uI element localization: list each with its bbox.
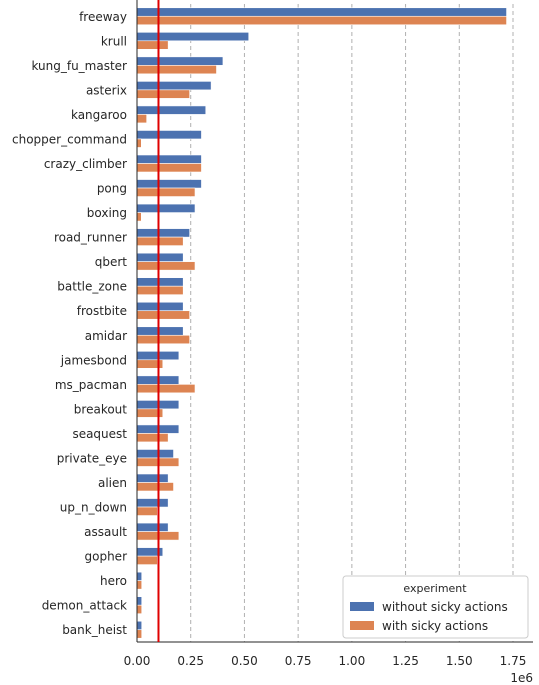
bar-qbert-series-1	[136, 261, 196, 271]
y-tick-label: pong	[97, 182, 127, 196]
y-tick-label: demon_attack	[42, 599, 127, 613]
bar-bank_heist-series-1	[136, 629, 143, 639]
bar-amidar-series-1	[136, 334, 190, 345]
legend-label-series-1: with sicky actions	[382, 619, 488, 633]
bar-seaquest-series-1	[136, 433, 169, 443]
bar-boxing-series-0	[136, 203, 196, 213]
y-tick-label: seaquest	[72, 427, 127, 441]
y-tick-label: ms_pacman	[55, 378, 127, 392]
bar-pong-series-0	[136, 179, 202, 189]
bar-freeway-series-0	[136, 7, 507, 17]
x-tick-labels: 0.00 0.25 0.50 0.75 1.00 1.25 1.50 1.75	[124, 654, 527, 668]
y-tick-label: assault	[84, 525, 127, 539]
bar-krull-series-1	[136, 40, 169, 50]
bar-road_runner-series-1	[136, 236, 184, 246]
legend-swatch-series-1	[350, 621, 374, 630]
x-tick-label: 1.25	[392, 654, 419, 668]
y-tick-label: hero	[100, 574, 127, 588]
bar-chopper_command-series-0	[136, 130, 202, 140]
bar-crazy_climber-series-0	[136, 154, 202, 164]
legend-title: experiment	[403, 582, 467, 595]
y-tick-label: private_eye	[57, 451, 127, 465]
y-tick-label: alien	[98, 476, 127, 490]
bar-ms_pacman-series-1	[136, 384, 196, 394]
y-tick-label: krull	[101, 34, 127, 48]
x-tick-label: 0.00	[124, 654, 151, 668]
bar-up_n_down-series-0	[136, 498, 169, 508]
bar-pong-series-1	[136, 187, 196, 197]
x-tick-label: 0.50	[231, 654, 258, 668]
legend-swatch-series-0	[350, 602, 374, 611]
x-tick-label: 0.75	[285, 654, 312, 668]
grid-lines	[190, 4, 514, 642]
bar-gopher-series-1	[136, 555, 158, 565]
bar-kangaroo-series-0	[136, 105, 207, 115]
bar-road_runner-series-0	[136, 228, 190, 238]
bar-kung_fu_master-series-1	[136, 65, 217, 75]
y-tick-label: kangaroo	[71, 108, 127, 122]
bar-private_eye-series-0	[136, 449, 174, 459]
bar-kung_fu_master-series-0	[136, 56, 224, 66]
x-tick-label: 1.50	[446, 654, 473, 668]
x-tick-label: 1.75	[500, 654, 527, 668]
bar-krull-series-0	[136, 32, 250, 42]
y-tick-label: battle_zone	[57, 280, 127, 294]
y-tick-label: crazy_climber	[44, 157, 127, 171]
y-tick-label: freeway	[79, 10, 127, 24]
y-tick-label: frostbite	[77, 304, 127, 318]
legend: experiment without sicky actions with si…	[342, 575, 529, 639]
legend-box	[342, 575, 529, 639]
bar-hero-series-0	[136, 571, 143, 581]
bar-alien-series-1	[136, 482, 174, 492]
bar-demon_attack-series-1	[136, 604, 143, 614]
bar-asterix-series-0	[136, 81, 212, 91]
x-offset-label: 1e6	[510, 671, 533, 685]
bar-freeway-series-1	[136, 15, 507, 26]
y-tick-label: amidar	[85, 329, 127, 343]
bar-asterix-series-1	[136, 89, 190, 99]
bar-battle_zone-series-1	[136, 285, 184, 295]
y-tick-label: qbert	[95, 255, 128, 269]
y-tick-label: bank_heist	[62, 623, 127, 637]
bar-chopper_command-series-1	[136, 138, 142, 148]
bar-qbert-series-0	[136, 252, 184, 262]
y-tick-label: gopher	[85, 550, 128, 564]
bar-boxing-series-1	[136, 212, 142, 222]
y-tick-label: boxing	[87, 206, 127, 220]
bar-battle_zone-series-0	[136, 277, 184, 287]
y-tick-label: road_runner	[54, 231, 127, 245]
y-tick-label: chopper_command	[12, 132, 127, 146]
legend-label-series-0: without sicky actions	[382, 600, 508, 614]
bar-hero-series-1	[136, 580, 143, 590]
x-tick-label: 0.25	[177, 654, 204, 668]
bar-up_n_down-series-1	[136, 506, 158, 516]
bar-demon_attack-series-0	[136, 596, 143, 606]
bar-crazy_climber-series-1	[136, 163, 202, 173]
bar-assault-series-0	[136, 522, 169, 532]
bar-frostbite-series-1	[136, 310, 190, 320]
bar-amidar-series-0	[136, 326, 184, 336]
bar-bank_heist-series-0	[136, 620, 143, 631]
bar-alien-series-0	[136, 473, 169, 483]
x-tick-label: 1.00	[338, 654, 365, 668]
y-tick-label: kung_fu_master	[31, 59, 127, 73]
bar-kangaroo-series-1	[136, 114, 147, 124]
bars	[136, 7, 507, 639]
y-tick-label: up_n_down	[60, 501, 127, 515]
y-tick-label: asterix	[86, 83, 127, 97]
y-tick-label: breakout	[74, 402, 127, 416]
y-tick-label: jamesbond	[60, 353, 127, 367]
bar-frostbite-series-0	[136, 301, 184, 312]
